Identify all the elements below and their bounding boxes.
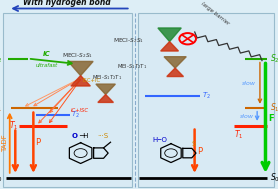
Text: $T_2$: $T_2$ [202,91,210,101]
Text: $S_1$: $S_1$ [0,101,3,114]
Text: $S_2$: $S_2$ [0,52,3,65]
Text: $S_0$: $S_0$ [270,171,278,184]
Text: large barrier: large barrier [200,2,230,26]
Text: ···S: ···S [97,133,108,139]
Text: MEI-$S_1T_2T_1$: MEI-$S_1T_2T_1$ [92,73,122,82]
Polygon shape [158,28,181,42]
Polygon shape [164,57,186,68]
Text: ─H: ─H [79,133,88,139]
Text: S: S [191,141,195,147]
Polygon shape [98,94,113,102]
Text: $S_2$: $S_2$ [270,52,278,65]
Text: MECI-$S_2S_1$: MECI-$S_2S_1$ [62,51,93,60]
Text: MECI-$S_2S_1$: MECI-$S_2S_1$ [113,36,145,45]
FancyBboxPatch shape [3,13,132,187]
Text: $T_1$: $T_1$ [9,119,18,132]
Polygon shape [71,76,90,86]
Text: ultrafast: ultrafast [36,63,58,68]
Text: TADF: TADF [3,134,9,152]
Text: slow: slow [240,114,254,119]
Text: F: F [268,114,274,123]
Text: $T_2$: $T_2$ [71,110,80,120]
Text: IC+ISC: IC+ISC [71,108,89,113]
Text: slow: slow [242,81,256,86]
Polygon shape [68,61,93,76]
Text: ISC+IC: ISC+IC [82,78,100,83]
Text: MEI-$S_1T_2T_1$: MEI-$S_1T_2T_1$ [117,62,147,71]
Text: P: P [197,147,202,156]
Text: P: P [36,138,41,147]
Polygon shape [167,68,183,77]
Text: With hydrogen bond: With hydrogen bond [23,0,111,7]
Text: $S_1$: $S_1$ [270,101,278,114]
Text: IC: IC [43,50,50,57]
Polygon shape [96,84,115,94]
Text: O: O [72,133,78,139]
Text: H─O: H─O [152,137,167,143]
FancyBboxPatch shape [138,13,274,187]
Polygon shape [161,42,178,51]
Text: $S_0$: $S_0$ [0,171,3,184]
Text: $T_1$: $T_1$ [234,129,244,141]
